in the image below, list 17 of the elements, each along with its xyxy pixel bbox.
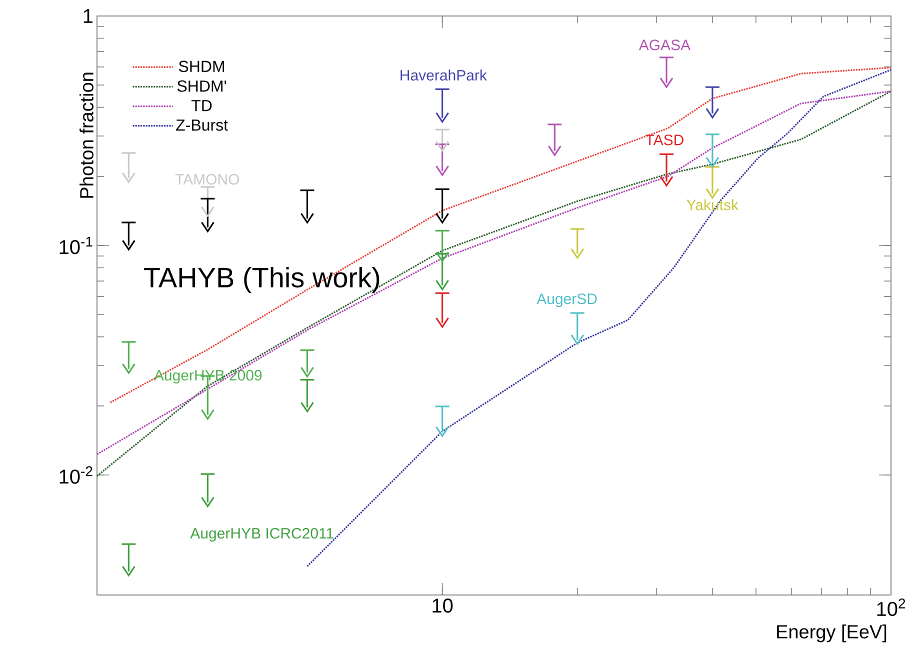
y-axis-title: Photon fraction [80, 72, 94, 198]
y-tick-label: 1 [84, 9, 92, 23]
text: AugerSD [536, 293, 597, 308]
series-label: AugerHYB ICRC2011 [190, 528, 334, 542]
text: TASD [646, 134, 684, 146]
legend-label: Z-Burst [176, 120, 228, 131]
legend-label: TD [191, 100, 212, 112]
x-tick-label: 10 [432, 598, 453, 613]
text: HaverahPark [400, 70, 487, 81]
text: AGASA [638, 40, 691, 50]
series-label: Yakutsk [686, 199, 738, 210]
legend-label: SHDM' [177, 80, 226, 92]
y-tick-label: 10$^{-1}$ [60, 236, 92, 254]
y-tick-label: 10$^{-2}$ [60, 466, 92, 484]
x-tick-label: 10$^{2}$ [877, 598, 906, 616]
x-axis-title: Energy [EeV] [777, 624, 886, 642]
legend-label: SHDM [178, 60, 224, 72]
